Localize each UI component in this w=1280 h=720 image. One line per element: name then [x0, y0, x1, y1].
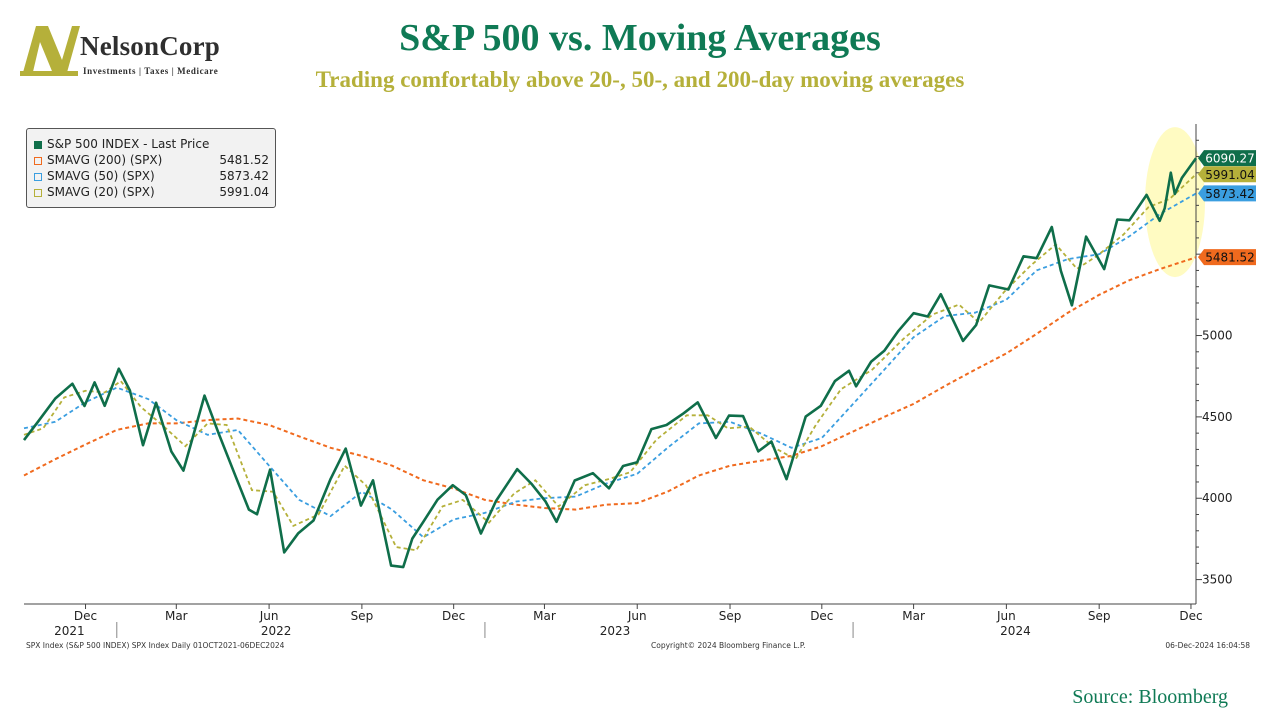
legend-swatch-sma20: [34, 189, 42, 197]
x-tick-label: Sep: [351, 609, 374, 623]
x-tick-label: Mar: [533, 609, 556, 623]
year-label: 2022: [261, 624, 292, 638]
y-tick-label: 5000: [1202, 329, 1233, 343]
year-label: 2024: [1000, 624, 1031, 638]
last-value-tag-price: [1198, 150, 1256, 167]
last-value-label-sma200: 5481.52: [1205, 251, 1255, 265]
logo-tagline: Investments | Taxes | Medicare: [83, 66, 219, 76]
series-line-price: [22, 157, 1198, 569]
x-tick-label: Sep: [1088, 609, 1111, 623]
series-line-sma50: [23, 192, 1197, 539]
last-value-tag-sma200: [1198, 249, 1256, 266]
footer-copyright: Copyright© 2024 Bloomberg Finance L.P.: [651, 641, 806, 650]
x-tick-label: Jun: [259, 609, 279, 623]
legend-label-sma50: SMAVG (50) (SPX): [47, 169, 155, 183]
last-value-tag-sma20: [1198, 166, 1256, 183]
legend-label-sma200: SMAVG (200) (SPX): [47, 153, 163, 167]
x-tick-label: Dec: [1179, 609, 1202, 623]
chart-title: S&P 500 vs. Moving Averages: [399, 17, 881, 59]
last-value-label-sma50: 5873.42: [1205, 187, 1255, 201]
last-value-label-price: 6090.27: [1205, 152, 1255, 166]
x-tick-label: Dec: [74, 609, 97, 623]
logo-name: NelsonCorp: [80, 31, 221, 61]
nelsoncorp-logo-mark: [20, 26, 80, 76]
last-value-tag-sma50: [1198, 185, 1256, 202]
x-tick-label: Jun: [627, 609, 647, 623]
chart-legend: S&P 500 INDEX - Last Price SMAVG (200) (…: [26, 128, 276, 208]
y-tick-label: 4500: [1202, 410, 1233, 424]
x-tick-label: Mar: [165, 609, 188, 623]
series-line-sma200: [23, 256, 1197, 511]
footer-timestamp: 06-Dec-2024 16:04:58: [1165, 641, 1250, 650]
series-line-sma20: [23, 173, 1197, 552]
legend-label-price: S&P 500 INDEX - Last Price: [47, 137, 210, 151]
legend-value-sma20: 5991.04: [219, 185, 269, 199]
legend-swatch-price: [34, 141, 42, 149]
year-label: 2021: [54, 624, 85, 638]
y-tick-label: 3500: [1202, 573, 1233, 587]
legend-value-sma200: 5481.52: [219, 153, 269, 167]
x-tick-label: Mar: [902, 609, 925, 623]
year-label: 2023: [600, 624, 631, 638]
legend-swatch-sma50: [34, 173, 42, 181]
last-value-label-sma20: 5991.04: [1205, 168, 1255, 182]
chart-subtitle: Trading comfortably above 20-, 50-, and …: [315, 67, 965, 92]
legend-value-sma50: 5873.42: [219, 169, 269, 183]
footer-series-info: SPX Index (S&P 500 INDEX) SPX Index Dail…: [26, 641, 285, 650]
y-tick-label: 4000: [1202, 491, 1233, 505]
x-tick-label: Dec: [810, 609, 833, 623]
legend-swatch-sma200: [34, 157, 42, 165]
x-tick-label: Sep: [719, 609, 742, 623]
source-note: Source: Bloomberg: [1072, 686, 1228, 708]
x-tick-label: Jun: [996, 609, 1016, 623]
legend-label-sma20: SMAVG (20) (SPX): [47, 185, 155, 199]
x-tick-label: Dec: [442, 609, 465, 623]
